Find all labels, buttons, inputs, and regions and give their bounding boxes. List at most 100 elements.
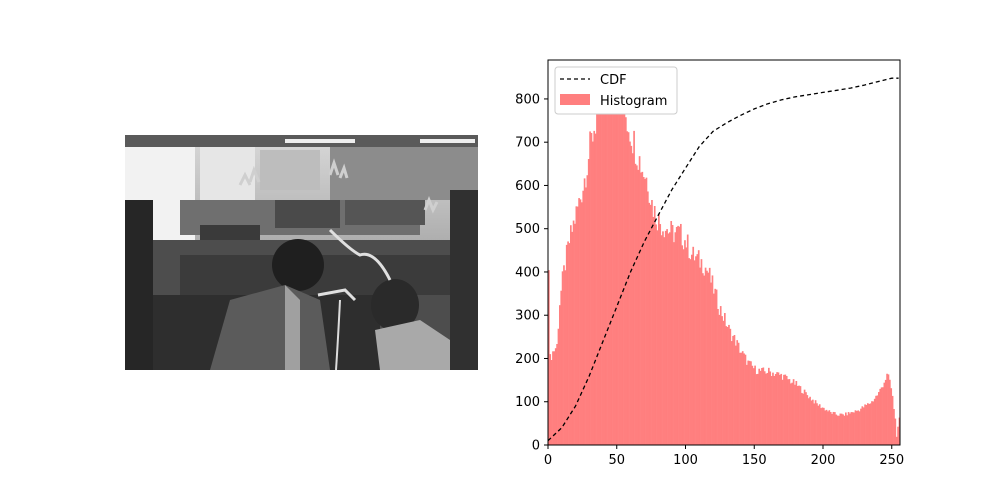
histogram-bar	[853, 412, 855, 445]
histogram-bar	[774, 374, 777, 445]
histogram-bar	[719, 306, 722, 445]
histogram-bar	[637, 169, 640, 445]
histogram-bar	[552, 351, 554, 445]
histogram-bar	[851, 412, 854, 445]
y-tick-label: 300	[515, 309, 540, 324]
histogram-bar	[721, 316, 723, 445]
histogram-bar	[893, 409, 895, 445]
y-tick-label: 400	[515, 265, 540, 280]
histogram-bar	[620, 96, 623, 445]
histogram-bar	[574, 223, 576, 445]
histogram-bar	[884, 379, 887, 445]
histogram-bar	[689, 259, 692, 445]
histogram-bar	[714, 288, 717, 445]
histogram-bar	[593, 130, 596, 445]
histogram-bar	[669, 232, 671, 445]
histogram-bar	[856, 410, 858, 445]
histogram-bar	[722, 320, 725, 445]
histogram-bar	[803, 389, 806, 445]
histogram-bar	[840, 413, 843, 445]
histogram-bar	[878, 392, 880, 445]
x-tick-label: 0	[544, 453, 552, 468]
histogram-bar	[651, 199, 653, 445]
histogram-bar	[824, 410, 827, 445]
histogram-bar	[795, 380, 798, 445]
histogram-bar	[836, 415, 839, 445]
histogram-bar	[706, 270, 708, 445]
histogram-bar	[755, 374, 758, 445]
histogram-bar	[779, 374, 781, 445]
histogram-bar	[675, 226, 678, 445]
histogram-bar	[700, 259, 703, 445]
histogram-bar	[659, 224, 662, 445]
histogram-bar	[563, 265, 565, 445]
histogram-bar	[741, 351, 744, 445]
histogram-bar	[823, 407, 825, 445]
histogram-bar	[600, 100, 602, 446]
histogram-bar	[820, 408, 822, 445]
histogram-bar	[656, 230, 659, 445]
histogram-bar	[854, 410, 857, 445]
histogram-bar	[759, 370, 762, 445]
histogram-bar	[581, 202, 583, 445]
histogram-bar	[554, 348, 557, 445]
histogram-bar	[649, 204, 652, 445]
legend: CDF Histogram	[554, 66, 678, 115]
histogram-bar	[736, 340, 739, 445]
histogram-bar	[757, 373, 759, 445]
histogram-bar	[625, 117, 627, 445]
histogram-bar	[548, 270, 550, 445]
histogram-bar	[865, 404, 868, 445]
y-tick-label: 0	[532, 439, 540, 454]
histogram-bar	[645, 177, 648, 445]
histogram-chart: 0 50 100 150 200 250 0 100 200 300 400 500 600 700 80…	[515, 59, 904, 468]
histogram-bar	[754, 365, 756, 445]
histogram-bar	[638, 156, 641, 445]
histogram-bar	[630, 145, 633, 445]
histogram-bar	[730, 341, 733, 445]
histogram-bar	[849, 413, 851, 445]
histogram-bar	[728, 324, 730, 445]
histogram-bar	[590, 132, 593, 445]
x-tick-label: 150	[742, 453, 767, 468]
histogram-bar	[707, 272, 710, 445]
histogram-bars	[548, 66, 901, 446]
histogram-bar	[597, 91, 600, 445]
histogram-bar	[772, 372, 774, 445]
histogram-bar	[578, 198, 580, 445]
histogram-bar	[790, 383, 792, 445]
histogram-bar	[805, 392, 807, 445]
histogram-bar	[596, 113, 598, 445]
histogram-bar	[895, 436, 898, 445]
histogram-bar	[873, 398, 876, 445]
histogram-bar	[710, 282, 712, 445]
histogram-bar	[583, 178, 586, 445]
histogram-bar	[809, 396, 811, 445]
histogram-bar	[788, 379, 791, 445]
grayscale-photo	[125, 135, 478, 370]
histogram-bar	[762, 367, 765, 445]
histogram-bar	[559, 305, 561, 445]
histogram-bar	[557, 328, 560, 445]
histogram-bar	[802, 393, 805, 445]
histogram-bar	[891, 395, 894, 445]
histogram-bar	[773, 375, 776, 445]
histogram-bar	[699, 267, 701, 445]
histogram-bar	[812, 399, 814, 445]
histogram-bar	[875, 395, 877, 445]
histogram-bar	[785, 375, 788, 445]
histogram-bar	[898, 417, 901, 445]
histogram-bar	[751, 365, 754, 445]
histogram-bar	[857, 410, 860, 445]
histogram-bar	[611, 86, 613, 446]
histogram-bar	[678, 226, 681, 445]
y-tick-label: 500	[515, 222, 540, 237]
histogram-bar	[642, 177, 645, 445]
histogram-bar	[883, 382, 886, 445]
histogram-bar	[570, 225, 572, 445]
histogram-bar	[704, 267, 707, 445]
histogram-bar	[644, 178, 646, 445]
y-tick-label: 100	[515, 395, 540, 410]
histogram-bar	[598, 87, 601, 445]
histogram-bar	[752, 368, 755, 445]
